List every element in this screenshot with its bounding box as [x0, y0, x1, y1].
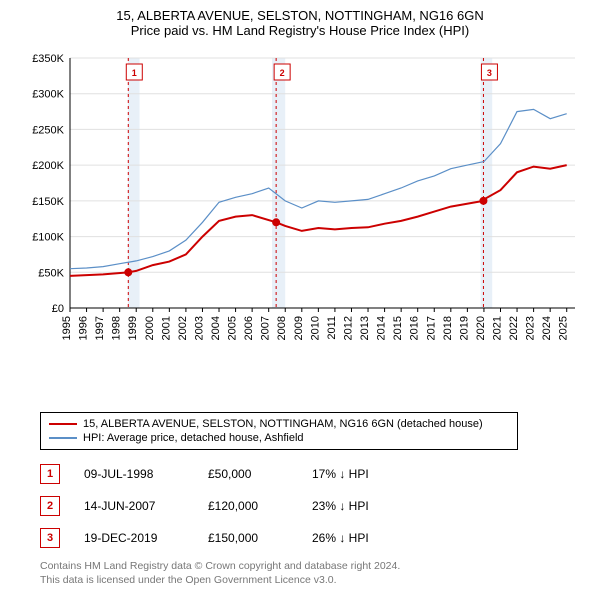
x-tick-label: 2008	[276, 316, 288, 340]
sale-price: £150,000	[208, 531, 288, 545]
x-tick-label: 1996	[78, 316, 90, 340]
x-tick-label: 2021	[491, 316, 503, 340]
x-tick-label: 2022	[508, 316, 520, 340]
x-tick-label: 1998	[111, 316, 123, 340]
chart-plot: £0 £50K £100K £150K £200K £250K £300K £350K 1995…	[20, 48, 580, 368]
y-tick-label: £150K	[32, 196, 64, 208]
x-tick-label: 1999	[127, 316, 139, 340]
x-tick-label: 2017	[425, 316, 437, 340]
x-tick-label: 2003	[193, 316, 205, 340]
shade-band	[481, 58, 493, 308]
legend-label: HPI: Average price, detached house, Ashf…	[83, 432, 304, 444]
x-tick-label: 2016	[409, 316, 421, 340]
x-tick-label: 2023	[525, 316, 537, 340]
sale-diff: 26% ↓ HPI	[312, 531, 402, 545]
shade-band	[272, 58, 285, 308]
x-tick-label: 2013	[359, 316, 371, 340]
y-tick-label: £250K	[32, 124, 64, 136]
x-tick-label: 2018	[442, 316, 454, 340]
chart-container: 15, ALBERTA AVENUE, SELSTON, NOTTINGHAM,…	[0, 0, 600, 590]
sale-price: £50,000	[208, 467, 288, 481]
y-tick-label: £100K	[32, 232, 64, 244]
sale-number: 3	[487, 68, 492, 78]
sale-marker-box: 2	[40, 496, 60, 516]
x-tick-label: 2004	[210, 316, 222, 340]
sale-row: 2 14-JUN-2007 £120,000 23% ↓ HPI	[40, 490, 580, 522]
y-tick-label: £0	[52, 303, 64, 315]
x-tick-label: 2025	[558, 316, 570, 340]
title-area: 15, ALBERTA AVENUE, SELSTON, NOTTINGHAM,…	[0, 0, 600, 42]
x-tick-label: 2011	[326, 316, 338, 340]
sale-dot	[479, 197, 487, 205]
sale-diff: 17% ↓ HPI	[312, 467, 402, 481]
x-tick-label: 2012	[342, 316, 354, 340]
sales-table: 1 09-JUL-1998 £50,000 17% ↓ HPI 2 14-JUN-2007…	[40, 458, 580, 554]
sale-number: 1	[132, 68, 137, 78]
sale-diff: 23% ↓ HPI	[312, 499, 402, 513]
sale-row: 1 09-JUL-1998 £50,000 17% ↓ HPI	[40, 458, 580, 490]
attribution-line1: Contains HM Land Registry data © Crown c…	[40, 560, 580, 574]
x-tick-label: 2010	[309, 316, 321, 340]
y-tick-label: £200K	[32, 160, 64, 172]
x-tick-label: 2002	[177, 316, 189, 340]
sale-date: 19-DEC-2019	[84, 531, 184, 545]
x-tick-label: 1997	[94, 316, 106, 340]
x-tick-label: 2001	[160, 316, 172, 340]
y-tick-label: £50K	[38, 267, 64, 279]
sale-number: 2	[280, 68, 285, 78]
x-tick-label: 2014	[376, 316, 388, 340]
sale-dot	[272, 218, 280, 226]
legend-label: 15, ALBERTA AVENUE, SELSTON, NOTTINGHAM,…	[83, 418, 483, 430]
sale-date: 14-JUN-2007	[84, 499, 184, 513]
x-tick-label: 1995	[61, 316, 73, 340]
y-tick-label: £300K	[32, 89, 64, 101]
chart-svg: £0 £50K £100K £150K £200K £250K £300K £350K 1995…	[20, 48, 580, 368]
attribution-line2: This data is licensed under the Open Gov…	[40, 574, 580, 588]
attribution: Contains HM Land Registry data © Crown c…	[40, 560, 580, 587]
x-tick-label: 2015	[392, 316, 404, 340]
legend-row: 15, ALBERTA AVENUE, SELSTON, NOTTINGHAM,…	[49, 417, 509, 431]
sale-marker-box: 1	[40, 464, 60, 484]
sale-price: £120,000	[208, 499, 288, 513]
title-subtitle: Price paid vs. HM Land Registry's House …	[0, 23, 600, 38]
x-tick-label: 2006	[243, 316, 255, 340]
title-address: 15, ALBERTA AVENUE, SELSTON, NOTTINGHAM,…	[0, 8, 600, 23]
x-tick-label: 2019	[458, 316, 470, 340]
x-tick-label: 2009	[293, 316, 305, 340]
x-tick-label: 2000	[144, 316, 156, 340]
x-tick-label: 2007	[260, 316, 272, 340]
sale-date: 09-JUL-1998	[84, 467, 184, 481]
y-tick-label: £350K	[32, 53, 64, 65]
x-tick-label: 2024	[541, 316, 553, 340]
legend-swatch	[49, 437, 77, 438]
x-tick-label: 2005	[227, 316, 239, 340]
legend-swatch	[49, 423, 77, 425]
sale-row: 3 19-DEC-2019 £150,000 26% ↓ HPI	[40, 522, 580, 554]
sale-marker-box: 3	[40, 528, 60, 548]
x-tick-label: 2020	[475, 316, 487, 340]
legend: 15, ALBERTA AVENUE, SELSTON, NOTTINGHAM,…	[40, 412, 518, 450]
legend-row: HPI: Average price, detached house, Ashf…	[49, 431, 509, 445]
sale-dot	[124, 268, 132, 276]
